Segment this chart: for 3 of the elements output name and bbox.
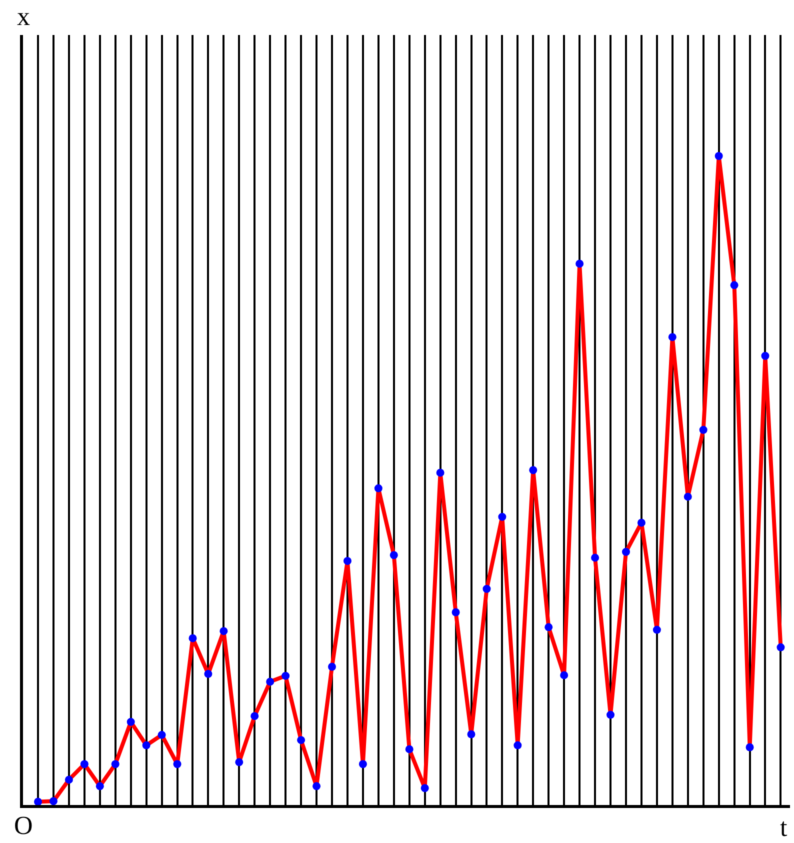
y-axis-title: x bbox=[17, 2, 30, 31]
x-axis-title: t bbox=[780, 813, 788, 842]
text: O bbox=[14, 811, 33, 840]
